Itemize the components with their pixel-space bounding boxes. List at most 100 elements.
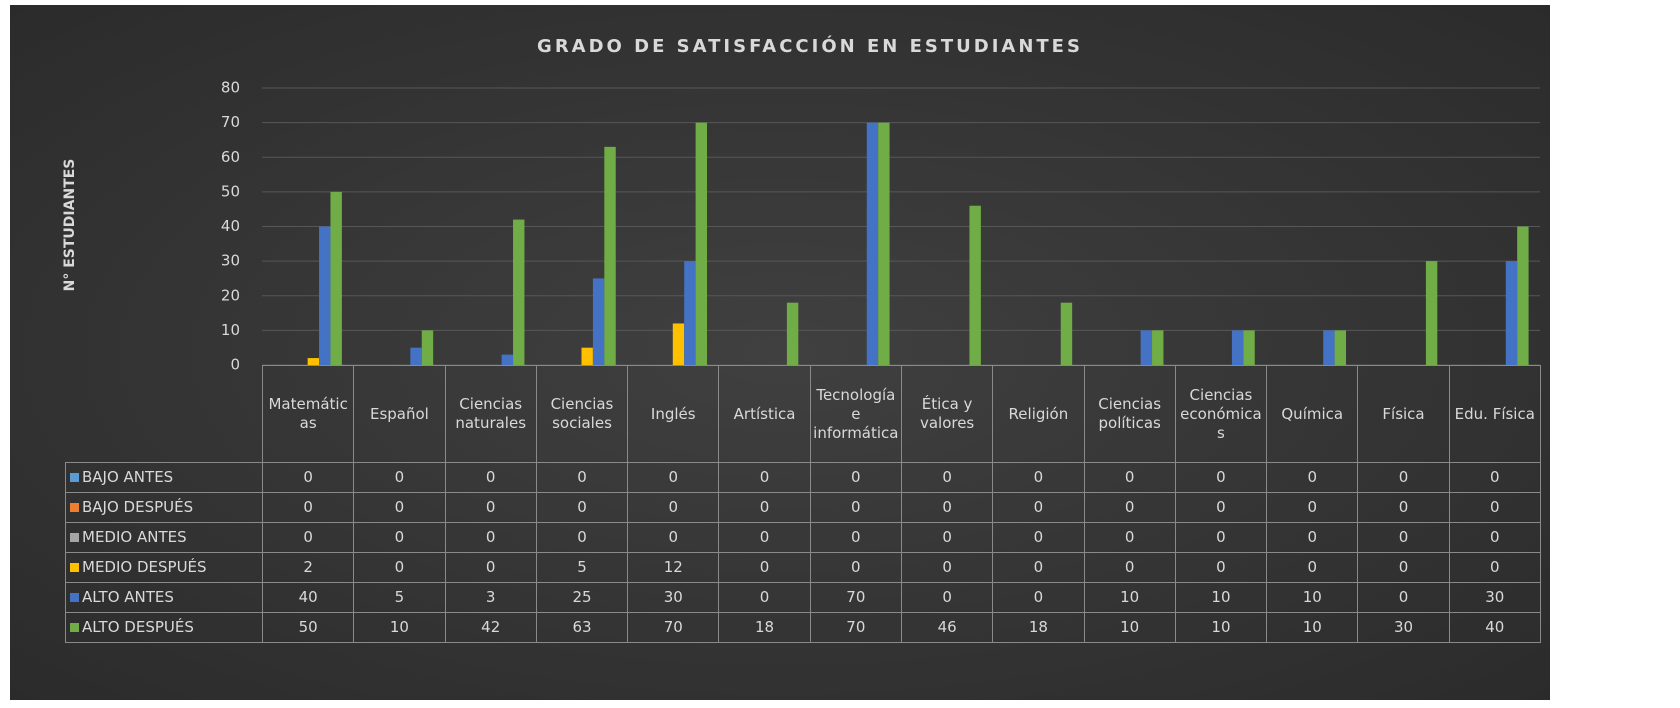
category-label: Ciencias económicas (1174, 365, 1268, 463)
table-value: 0 (718, 552, 811, 583)
y-tick-label: 40 (221, 217, 240, 235)
table-value: 25 (535, 582, 629, 613)
bar (684, 261, 696, 365)
bar (319, 226, 331, 365)
table-value: 10 (353, 612, 446, 643)
chart-title: GRADO DE SATISFACCIÓN EN ESTUDIANTES (537, 35, 1083, 57)
legend-swatch (70, 593, 79, 602)
table-value: 0 (809, 552, 902, 583)
y-tick-label: 60 (221, 148, 240, 166)
table-value: 0 (535, 492, 629, 523)
category-label: Ética y valores (900, 365, 994, 463)
table-value: 10 (1266, 612, 1359, 643)
table-value: 0 (261, 462, 355, 493)
table-value: 0 (261, 522, 355, 553)
table-value: 0 (718, 522, 811, 553)
table-value: 12 (627, 552, 720, 583)
bar (421, 330, 434, 365)
table-header-row: Matemáticas Español Ciencias naturales Cien… (65, 365, 1541, 463)
table-row: BAJO ANTES 0 0 0 0 0 0 0 0 0 0 0 0 0 0 (65, 462, 1541, 493)
table-value: 0 (444, 522, 537, 553)
legend-entry: BAJO DESPUÉS (65, 492, 263, 523)
bar (592, 278, 605, 365)
legend-swatch (70, 473, 79, 482)
table-value: 0 (718, 462, 811, 493)
legend-entry: MEDIO ANTES (65, 522, 263, 553)
bar (786, 302, 799, 365)
table-value: 0 (353, 552, 446, 583)
table-value: 10 (1174, 582, 1268, 613)
table-value: 0 (627, 492, 720, 523)
table-value: 70 (627, 612, 720, 643)
table-value: 0 (1266, 492, 1359, 523)
bar (878, 122, 890, 365)
table-value: 0 (444, 462, 537, 493)
legend-label: BAJO ANTES (82, 468, 174, 486)
table-value: 0 (1083, 462, 1176, 493)
table-value: 30 (1448, 582, 1541, 613)
table-value: 0 (809, 462, 902, 493)
table-value: 40 (1448, 612, 1541, 643)
table-value: 0 (1448, 552, 1541, 583)
legend-label: BAJO DESPUÉS (82, 498, 194, 516)
legend-entry: MEDIO DESPUÉS (65, 552, 263, 583)
y-tick-label: 20 (221, 286, 240, 304)
bar (1425, 261, 1438, 365)
bar (1334, 330, 1347, 365)
table-value: 5 (353, 582, 446, 613)
category-label: Física (1357, 365, 1450, 463)
table-value: 0 (1448, 462, 1541, 493)
table-value: 0 (809, 522, 902, 553)
table-value: 0 (992, 462, 1085, 493)
table-value: 5 (535, 552, 629, 583)
legend-swatch (70, 563, 79, 572)
bar (1140, 330, 1153, 365)
table-value: 0 (992, 492, 1085, 523)
legend-entry: ALTO DESPUÉS (65, 612, 263, 643)
table-value: 2 (261, 552, 355, 583)
bar (1517, 226, 1529, 365)
legend-swatch (70, 533, 79, 542)
table-row: MEDIO ANTES 0 0 0 0 0 0 0 0 0 0 0 0 0 0 (65, 522, 1541, 553)
table-value: 30 (627, 582, 720, 613)
table-row: ALTO DESPUÉS 50 10 42 63 70 18 70 46 18 10 10 10 30 40 (65, 612, 1541, 643)
y-tick-label: 70 (221, 113, 240, 131)
table-value: 18 (992, 612, 1085, 643)
table-value: 10 (1083, 582, 1176, 613)
table-value: 0 (1357, 582, 1450, 613)
bar (1231, 330, 1244, 365)
table-row: BAJO DESPUÉS 0 0 0 0 0 0 0 0 0 0 0 0 0 0 (65, 492, 1541, 523)
bar (501, 354, 514, 365)
table-row: ALTO ANTES 40 5 3 25 30 0 70 0 0 10 10 10 0 30 (65, 582, 1541, 613)
bar (1243, 330, 1255, 365)
bar (695, 122, 708, 365)
table-corner (65, 365, 263, 463)
table-value: 0 (1174, 492, 1268, 523)
table-value: 3 (444, 582, 537, 613)
category-label: Artística (718, 365, 811, 463)
table-value: 0 (900, 462, 994, 493)
bar (1323, 330, 1335, 365)
table-value: 0 (1357, 462, 1450, 493)
bar (410, 347, 422, 365)
legend-label: MEDIO DESPUÉS (82, 558, 207, 576)
table-value: 0 (1083, 492, 1176, 523)
table-value: 0 (900, 582, 994, 613)
table-value: 0 (1083, 552, 1176, 583)
bar (307, 358, 320, 365)
table-value: 0 (1357, 492, 1450, 523)
table-value: 0 (1174, 462, 1268, 493)
category-label: Edu. Física (1448, 365, 1541, 463)
table-value: 0 (1357, 522, 1450, 553)
y-tick-label: 50 (221, 182, 240, 200)
y-axis-label: N° ESTUDIANTES (62, 159, 78, 292)
table-value: 0 (992, 552, 1085, 583)
chart: GRADO DE SATISFACCIÓN EN ESTUDIANTES N° … (62, 35, 1540, 374)
table-value: 0 (809, 492, 902, 523)
legend-label: ALTO DESPUÉS (82, 618, 194, 636)
table-value: 0 (353, 522, 446, 553)
table-value: 70 (809, 612, 902, 643)
table-value: 0 (261, 492, 355, 523)
table-value: 50 (261, 612, 355, 643)
category-label: Ciencias naturales (444, 365, 537, 463)
